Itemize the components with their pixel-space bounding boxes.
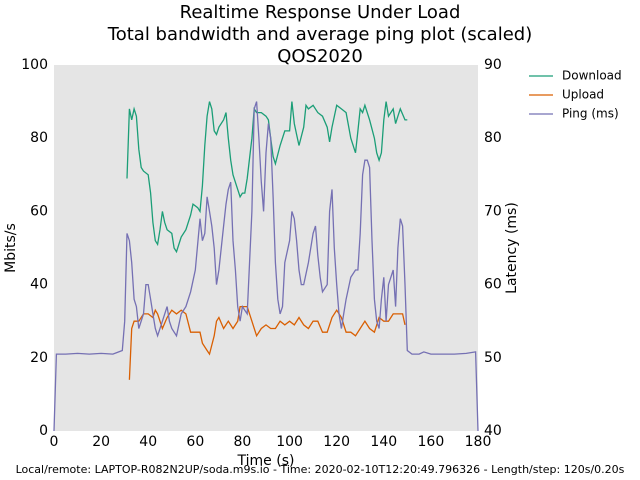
y-tick-label: 40 bbox=[30, 277, 48, 293]
legend-label: Download bbox=[562, 69, 622, 83]
y-tick-label: 60 bbox=[30, 203, 48, 219]
chart-subtitle: Total bandwidth and average ping plot (s… bbox=[107, 24, 532, 45]
x-tick-label: 100 bbox=[276, 434, 303, 450]
y-tick-label: 20 bbox=[30, 350, 48, 366]
legend-label: Upload bbox=[562, 88, 604, 102]
legend-label: Ping (ms) bbox=[562, 107, 619, 121]
y2-tick-label: 90 bbox=[484, 57, 502, 73]
x-tick-label: 0 bbox=[50, 434, 59, 450]
y2-tick-label: 60 bbox=[484, 277, 502, 293]
y2-axis-label: Latency (ms) bbox=[504, 202, 520, 294]
series-line bbox=[128, 305, 406, 380]
x-axis-label: Time (s) bbox=[237, 453, 295, 469]
footer: Local/remote: LAPTOP-R082N2UP/soda.m9s.i… bbox=[16, 463, 625, 476]
y-tick-label: 100 bbox=[21, 57, 48, 73]
y2-tick-label: 50 bbox=[484, 350, 502, 366]
series-line bbox=[53, 101, 479, 432]
x-tick-label: 40 bbox=[139, 434, 157, 450]
y2-tick-label: 80 bbox=[484, 130, 502, 146]
plot-area bbox=[54, 65, 478, 431]
y2-tick-label: 70 bbox=[484, 203, 502, 219]
x-tick-label: 120 bbox=[323, 434, 350, 450]
x-tick-label: 160 bbox=[418, 434, 445, 450]
x-tick-label: 20 bbox=[92, 434, 110, 450]
y-tick-label: 0 bbox=[39, 423, 48, 439]
x-tick-label: 80 bbox=[234, 434, 252, 450]
x-tick-label: 60 bbox=[186, 434, 204, 450]
x-tick-label: 180 bbox=[465, 434, 492, 450]
y2-tick-label: 40 bbox=[484, 423, 502, 439]
chart-subtitle: QOS2020 bbox=[277, 46, 363, 67]
x-tick-label: 140 bbox=[370, 434, 397, 450]
y-tick-label: 80 bbox=[30, 130, 48, 146]
y-axis-label: Mbits/s bbox=[3, 223, 19, 273]
chart-title: Realtime Response Under Load bbox=[180, 2, 461, 23]
series-line bbox=[126, 101, 408, 254]
